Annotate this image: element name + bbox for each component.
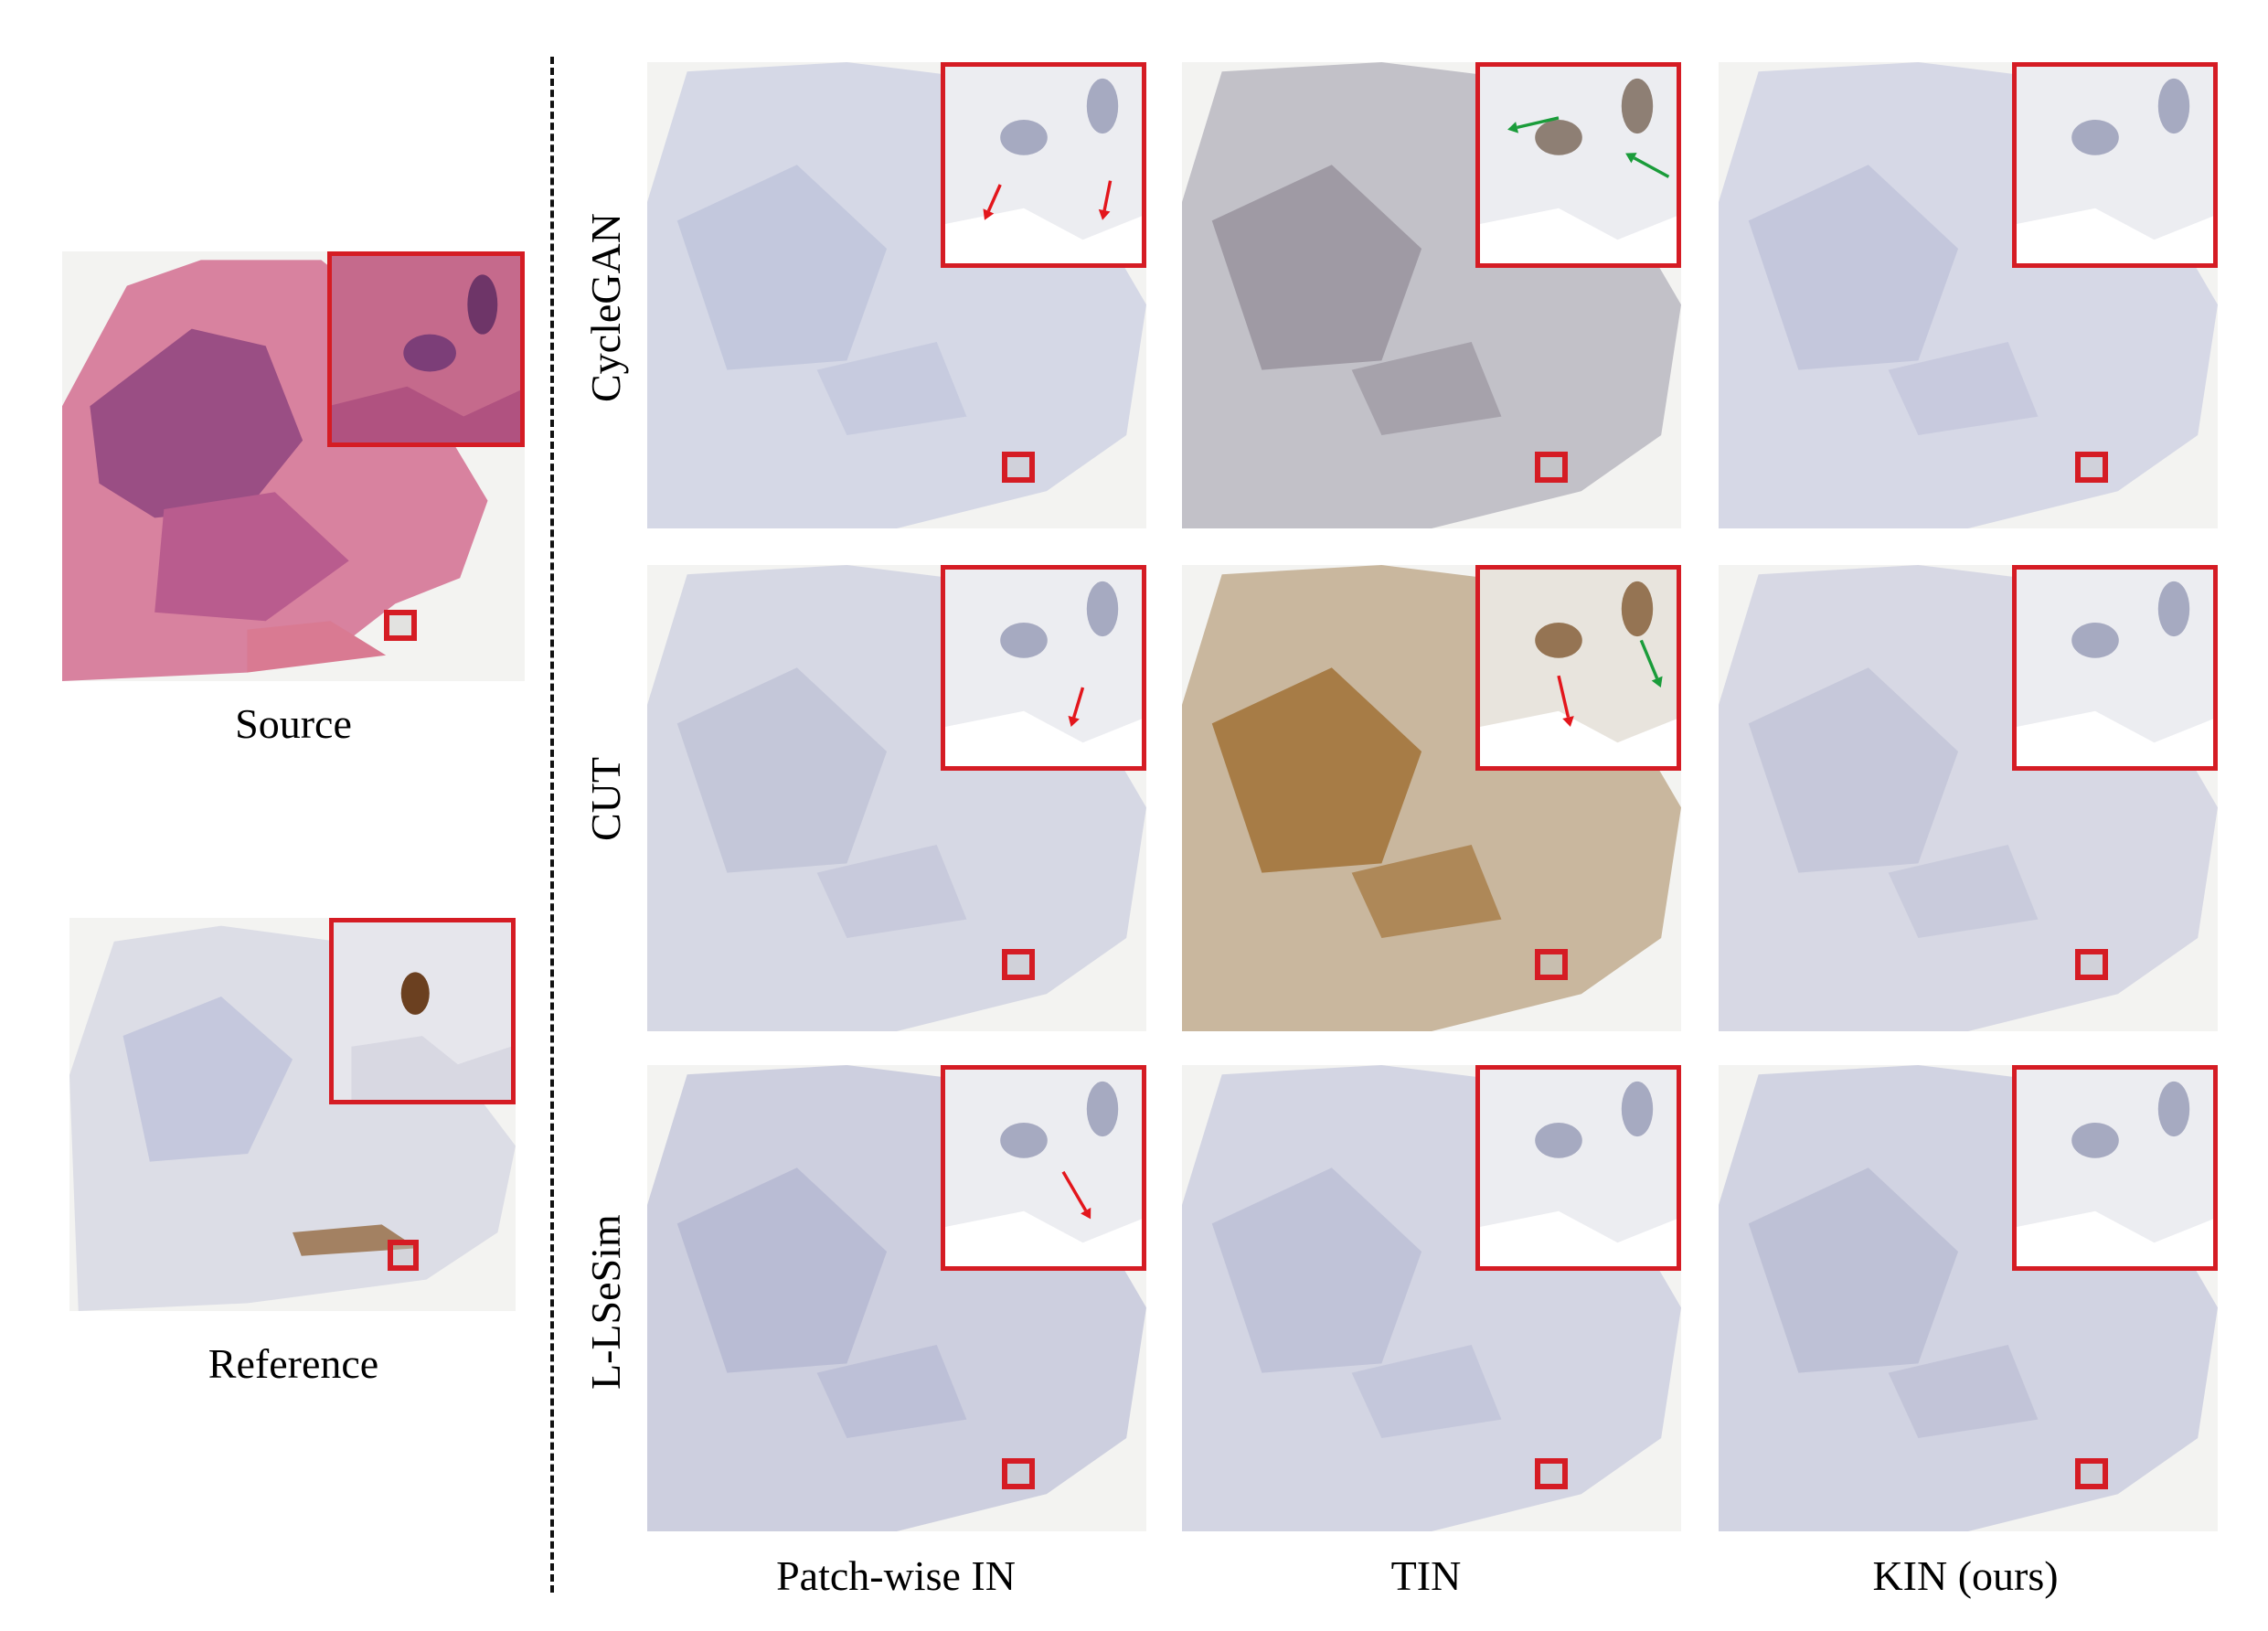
result-inset-l-lsesim-kin [2012,1065,2218,1271]
roi-marker-cut-tin [1535,949,1568,980]
annotation-arrowhead [1562,716,1574,727]
annotation-arrowhead [1625,153,1637,164]
roi-marker-l-lsesim-patch-wise-in [1002,1458,1035,1489]
result-cut-tin [1182,565,1681,1031]
result-cut-patch-wise-in [647,565,1146,1031]
source-inset [327,251,525,447]
result-l-lsesim-tin [1182,1065,1681,1531]
source-roi-marker [384,610,417,641]
roi-marker-cut-kin [2075,949,2108,980]
row-label-cyclegan: CycleGAN [582,213,629,402]
annotation-arrow [1639,639,1659,679]
column-label-tin: TIN [1390,1552,1462,1599]
reference-inset [329,918,516,1104]
annotation-arrowhead [1068,715,1080,727]
result-l-lsesim-kin [1719,1065,2218,1531]
annotation-arrow [1061,1170,1088,1211]
result-inset-cyclegan-tin [1475,62,1681,268]
result-cut-kin [1719,565,2218,1031]
roi-marker-l-lsesim-kin [2075,1458,2108,1489]
column-label-kin: KIN (ours) [1872,1552,2059,1599]
reference-image [69,918,516,1311]
result-l-lsesim-patch-wise-in [647,1065,1146,1531]
row-label-l-lsesim: L-LSeSim [582,1214,629,1390]
annotation-arrowhead [1507,122,1519,133]
annotation-arrow [1072,687,1085,719]
result-cyclegan-patch-wise-in [647,62,1146,528]
annotation-arrow [1102,180,1113,211]
source-caption: Source [235,700,352,747]
reference-caption: Reference [208,1340,379,1387]
annotation-arrowhead [1098,208,1111,220]
result-inset-cut-kin [2012,565,2218,771]
annotation-arrow [1557,675,1571,718]
annotation-arrowhead [1081,1207,1091,1220]
roi-marker-l-lsesim-tin [1535,1458,1568,1489]
result-inset-l-lsesim-patch-wise-in [941,1065,1146,1271]
result-inset-cyclegan-patch-wise-in [941,62,1146,268]
roi-marker-cyclegan-patch-wise-in [1002,452,1035,483]
result-inset-cut-patch-wise-in [941,565,1146,771]
row-label-cut: CUT [582,757,629,841]
annotation-arrow [1633,156,1670,178]
reference-roi-marker [388,1240,419,1271]
column-divider [550,57,554,1593]
column-label-patch-wise-in: Patch-wise IN [776,1552,1016,1599]
roi-marker-cyclegan-kin [2075,452,2108,483]
roi-marker-cut-patch-wise-in [1002,949,1035,980]
source-image [62,251,525,681]
annotation-arrowhead [983,208,995,220]
result-inset-cyclegan-kin [2012,62,2218,268]
roi-marker-cyclegan-tin [1535,452,1568,483]
result-inset-cut-tin [1475,565,1681,771]
result-inset-l-lsesim-tin [1475,1065,1681,1271]
annotation-arrow [1517,116,1560,130]
result-cyclegan-kin [1719,62,2218,528]
annotation-arrowhead [1651,676,1663,688]
annotation-arrow [986,184,1002,212]
result-cyclegan-tin [1182,62,1681,528]
